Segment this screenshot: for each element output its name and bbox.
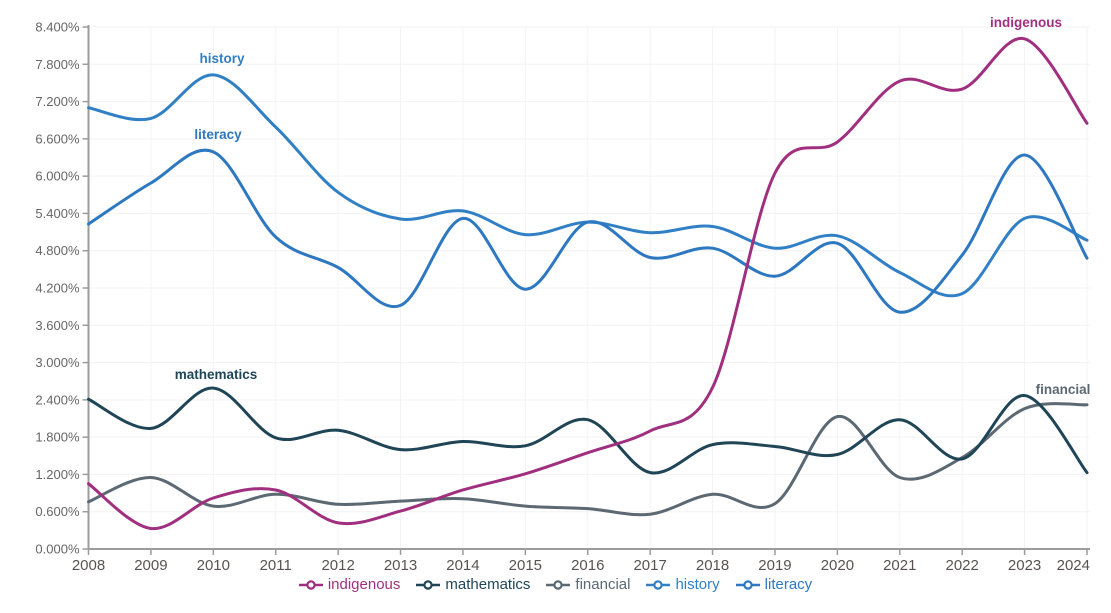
legend-item-mathematics[interactable]: mathematics: [416, 576, 530, 593]
axes: 0.000% 0.600% 1.200% 1.800% 2.400% 3.000% 3.60…: [35, 20, 1090, 574]
x-tick-label: 2008: [72, 557, 105, 572]
x-tick-label: 2013: [384, 557, 417, 572]
y-tick-label: 8.400%: [35, 20, 80, 35]
legend-marker-bullet: [306, 579, 316, 590]
x-tick-label: 2015: [509, 557, 542, 572]
x-tick-label: 2011: [260, 557, 292, 572]
legend-marker-icon: [546, 579, 571, 590]
x-tick-label: 2014: [446, 557, 479, 572]
y-tick-label: 4.800%: [35, 243, 80, 258]
x-tick-label: 2024: [1057, 557, 1090, 572]
legend-label: literacy: [764, 576, 813, 593]
x-tick-label: 2023: [1008, 557, 1041, 572]
x-tick-label: 2019: [758, 557, 791, 572]
x-tick-label: 2022: [946, 557, 979, 572]
y-tick-label: 1.800%: [35, 430, 80, 445]
legend-marker-bullet: [653, 579, 664, 590]
y-tick-label: 4.200%: [35, 281, 80, 296]
legend-marker-icon: [416, 579, 441, 590]
x-tick-label: 2017: [633, 557, 666, 572]
chart-plot-area: 0.000% 0.600% 1.200% 1.800% 2.400% 3.000% 3.60…: [35, 15, 1091, 574]
legend-item-financial[interactable]: financial: [546, 576, 630, 593]
series-label-history: history: [199, 51, 245, 66]
series-line-mathematics: [87, 386, 1089, 475]
x-tick-label: 2016: [571, 557, 604, 572]
series-label-financial: financial: [1036, 382, 1091, 397]
y-tick-label: 0.600%: [35, 504, 80, 519]
series-line-indigenous: [87, 37, 1089, 531]
legend-marker-icon: [298, 579, 323, 590]
legend-item-indigenous[interactable]: indigenous: [298, 576, 401, 593]
series-label-mathematics: mathematics: [175, 367, 258, 382]
y-tick-label: 6.000%: [35, 169, 80, 184]
x-tick-label: 2018: [696, 557, 729, 572]
y-tick-label: 7.200%: [35, 94, 80, 109]
series-line-financial: [87, 402, 1089, 517]
series-label-indigenous: indigenous: [990, 15, 1062, 30]
y-tick-label: 1.200%: [35, 467, 80, 482]
legend-marker-bullet: [423, 579, 434, 590]
chart-legend: indigenous mathematics financial history lit…: [0, 576, 1111, 593]
legend-marker-bullet: [742, 579, 753, 590]
legend-item-history[interactable]: history: [646, 576, 720, 593]
series-lines: [87, 37, 1089, 531]
y-tick-label: 3.000%: [35, 355, 80, 370]
series-label-literacy: literacy: [194, 127, 242, 142]
legend-label: mathematics: [445, 576, 531, 593]
x-tick-label: 2009: [134, 557, 167, 572]
gridlines: [88, 26, 1090, 550]
legend-item-literacy[interactable]: literacy: [735, 576, 813, 593]
x-tick-label: 2012: [321, 557, 354, 572]
series-inline-labels: history literacy financial mathematics indig…: [175, 15, 1091, 397]
y-tick-label: 7.800%: [35, 57, 80, 72]
y-tick-label: 6.600%: [35, 131, 80, 146]
x-tick-label: 2020: [821, 557, 854, 572]
y-tick-label: 3.600%: [35, 318, 80, 333]
y-tick-label: 2.400%: [35, 392, 80, 407]
y-tick-label: 0.000%: [35, 542, 80, 557]
legend-marker-icon: [735, 579, 760, 590]
y-tick-label: 5.400%: [35, 206, 80, 221]
x-tick-label: 2021: [883, 557, 916, 572]
series-line-literacy: [87, 148, 1089, 314]
legend-label: history: [675, 576, 720, 593]
legend-label: financial: [575, 576, 631, 593]
legend-marker-bullet: [553, 579, 564, 590]
legend-marker-icon: [646, 579, 671, 590]
legend-label: indigenous: [327, 576, 401, 593]
x-tick-label: 2010: [197, 557, 230, 572]
